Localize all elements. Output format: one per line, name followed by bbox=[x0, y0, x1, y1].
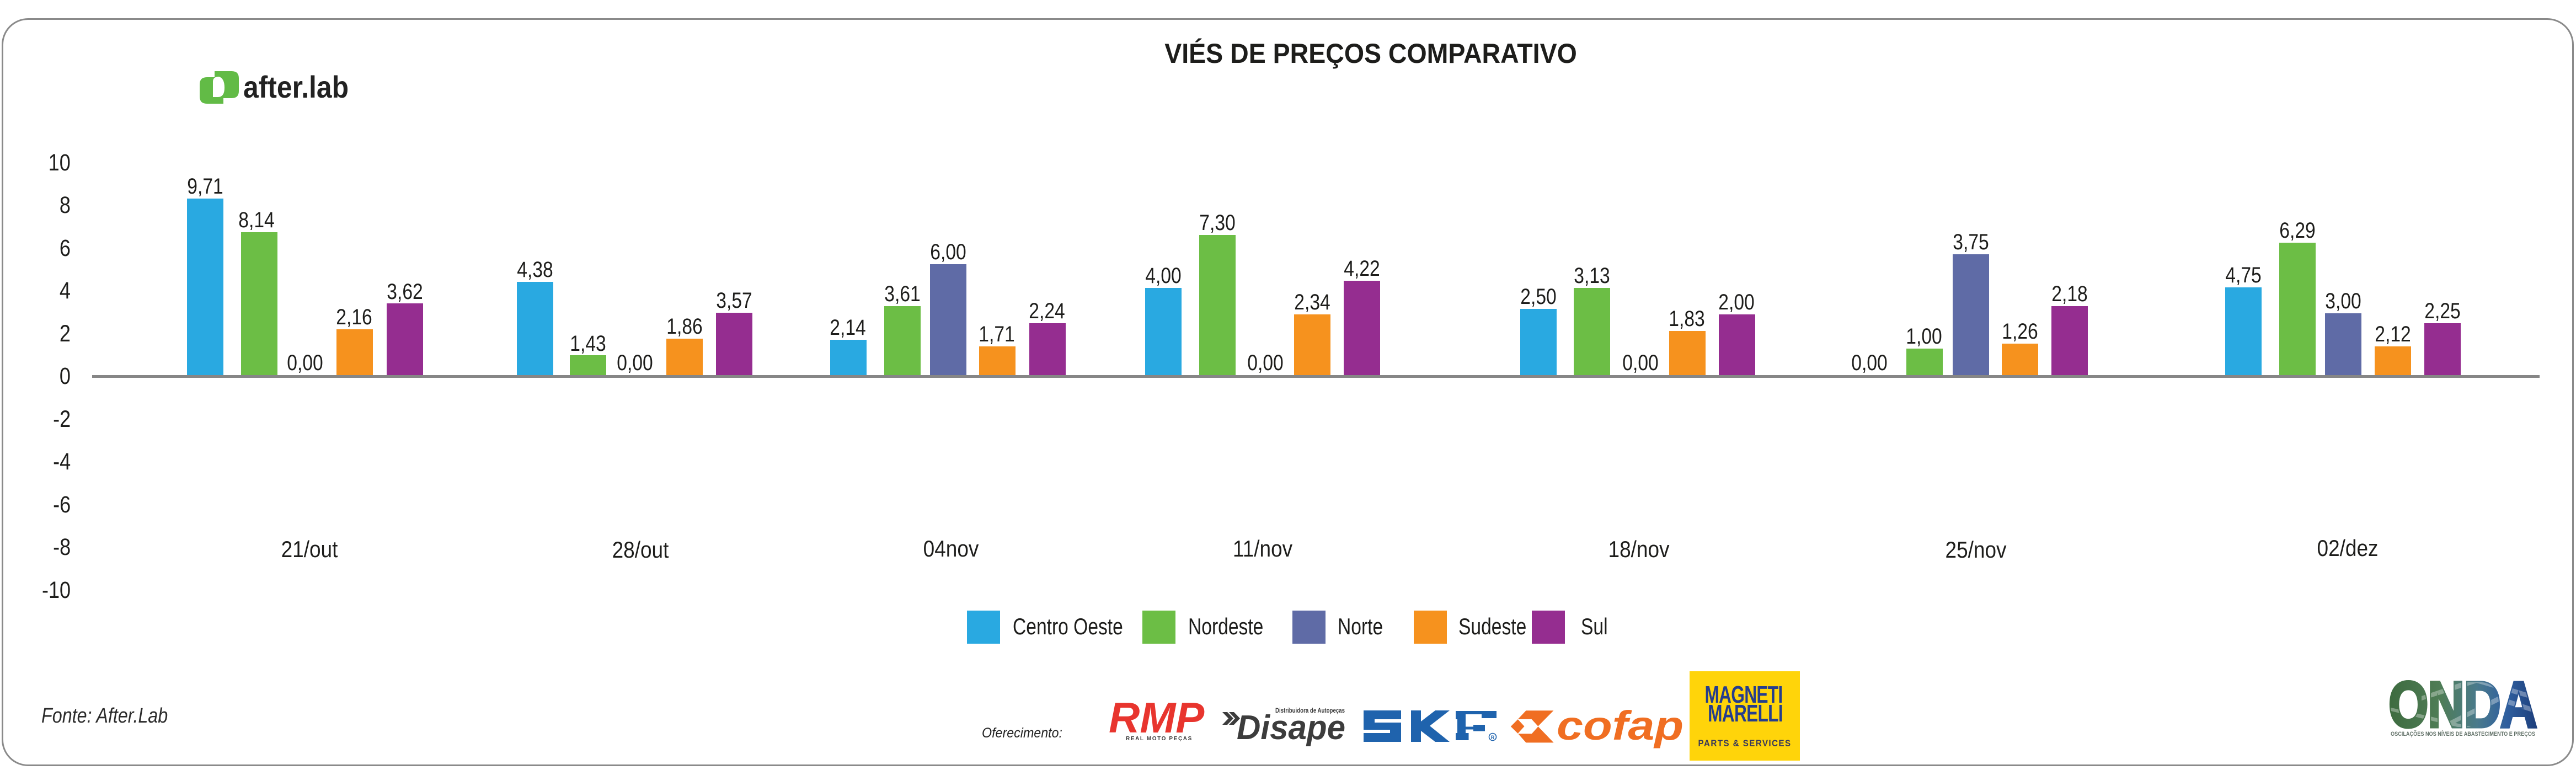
svg-text:after.lab: after.lab bbox=[243, 69, 349, 104]
svg-text:Distribuidora de Autopeças: Distribuidora de Autopeças bbox=[1275, 707, 1345, 714]
svg-text:R: R bbox=[1491, 735, 1495, 740]
svg-text:Disape: Disape bbox=[1237, 709, 1345, 747]
svg-text:ONDA: ONDA bbox=[2388, 674, 2536, 740]
svg-text:OSCILAÇÕES NOS NÍVEIS DE ABAST: OSCILAÇÕES NOS NÍVEIS DE ABASTECIMENTO E… bbox=[2391, 730, 2535, 737]
svg-text:cofap: cofap bbox=[1557, 706, 1684, 748]
